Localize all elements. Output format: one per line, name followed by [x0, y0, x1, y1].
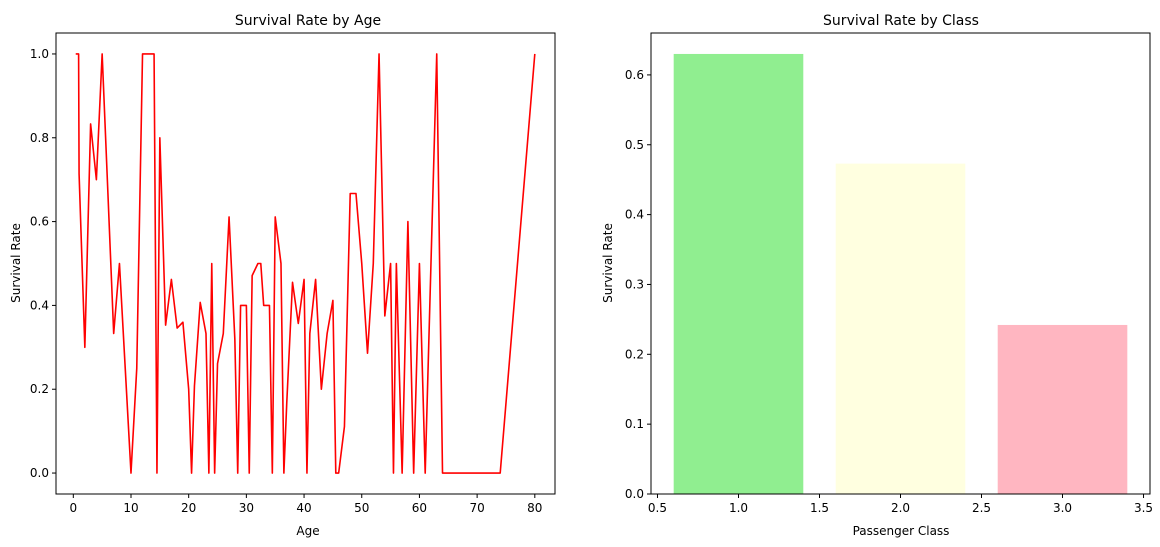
y-tick-label: 0.5 [625, 138, 644, 152]
y-tick-label: 0.1 [625, 417, 644, 431]
x-tick-label: 80 [527, 501, 542, 515]
y-tick-label: 0.6 [30, 215, 49, 229]
x-tick-label: 60 [412, 501, 427, 515]
x-tick-label: 40 [296, 501, 311, 515]
x-tick-label: 20 [181, 501, 196, 515]
x-tick-label: 70 [469, 501, 484, 515]
chart-title: Survival Rate by Age [235, 13, 381, 29]
bar-class-3 [997, 324, 1128, 494]
y-tick-label: 0.6 [625, 68, 644, 82]
axis-ticks: 0 10 20 30 40 50 60 70 80 0.0 0.2 0.4 0.6 0.8 1.0 [30, 47, 543, 515]
x-tick-label: 30 [239, 501, 254, 515]
y-axis-label: Survival Rate [9, 223, 23, 303]
y-tick-label: 0.2 [30, 382, 49, 396]
y-tick-label: 0.8 [30, 131, 49, 145]
x-tick-label: 2.5 [972, 501, 991, 515]
data-marks [75, 53, 536, 474]
x-tick-label: 50 [354, 501, 369, 515]
y-tick-label: 1.0 [30, 47, 49, 61]
age-survival-line-chart: Survival Rate by Age 0 10 20 30 40 50 60 70 80 0.… [9, 13, 556, 538]
x-tick-label: 1.0 [729, 501, 748, 515]
bar-class-2 [835, 163, 966, 494]
y-tick-label: 0.4 [625, 208, 644, 222]
y-tick-label: 0.0 [30, 466, 49, 480]
y-tick-label: 0.3 [625, 277, 644, 291]
x-axis-label: Age [296, 524, 319, 538]
bar-class-1 [673, 53, 804, 495]
x-tick-label: 3.0 [1053, 501, 1072, 515]
y-axis-label: Survival Rate [601, 223, 615, 303]
axis-ticks: 0.5 1.0 1.5 2.0 2.5 3.0 3.5 0.0 0.1 0.2 0.3 0.4 0.5 0… [625, 68, 1153, 515]
x-tick-label: 10 [123, 501, 138, 515]
x-tick-label: 2.0 [891, 501, 910, 515]
chart-title: Survival Rate by Class [823, 13, 979, 29]
x-tick-label: 0.5 [648, 501, 667, 515]
y-tick-label: 0.4 [30, 298, 49, 312]
y-tick-label: 0.0 [625, 487, 644, 501]
x-axis-label: Passenger Class [853, 524, 950, 538]
plot-frame [55, 32, 556, 495]
class-survival-bar-chart: Survival Rate by Class 0.5 1.0 1.5 2.0 2.5 3.… [601, 13, 1153, 538]
survival-rate-line [75, 53, 536, 474]
x-tick-label: 0 [69, 501, 77, 515]
x-tick-label: 3.5 [1134, 501, 1153, 515]
x-tick-label: 1.5 [810, 501, 829, 515]
y-tick-label: 0.2 [625, 347, 644, 361]
data-marks [673, 53, 1128, 495]
